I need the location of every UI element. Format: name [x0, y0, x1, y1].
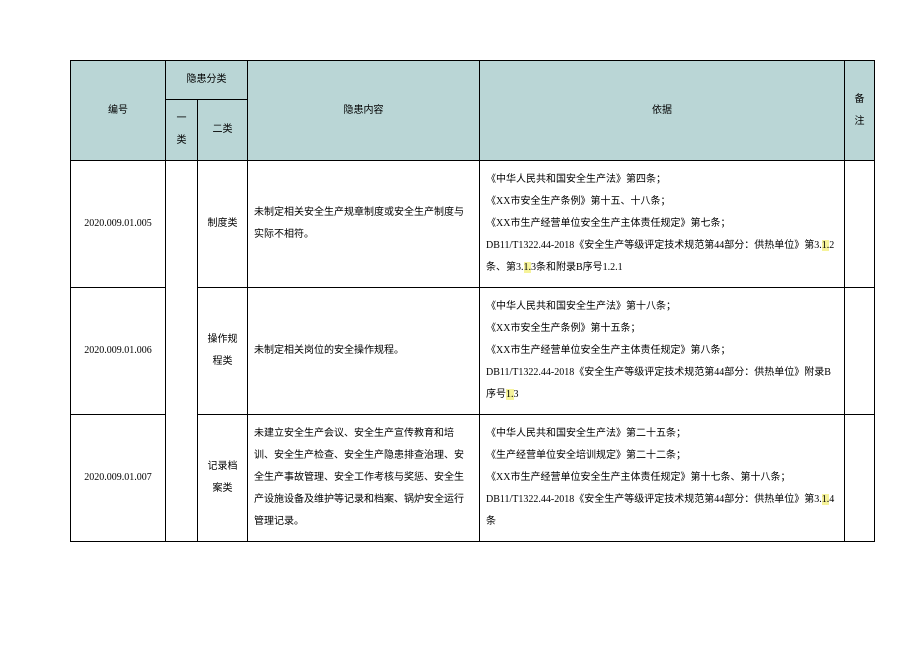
cell-cat2: 操作规程类	[198, 288, 248, 415]
cell-note	[845, 288, 875, 415]
cell-basis: 《中华人民共和国安全生产法》第十八条；《XX市安全生产条例》第十五条；《XX市生…	[480, 288, 845, 415]
th-cat1: 一类	[166, 100, 198, 161]
cell-basis: 《中华人民共和国安全生产法》第二十五条；《生产经营单位安全培训规定》第二十二条；…	[480, 415, 845, 542]
cell-cat1	[166, 161, 198, 542]
cell-basis: 《中华人民共和国安全生产法》第四条；《XX市安全生产条例》第十五、十八条；《XX…	[480, 161, 845, 288]
cell-content: 未制定相关安全生产规章制度或安全生产制度与实际不相符。	[248, 161, 480, 288]
hazard-table: 编号 隐患分类 隐患内容 依据 备注 一类 二类 2020.009.01.005…	[70, 60, 875, 542]
th-note: 备注	[845, 61, 875, 161]
th-cat2: 二类	[198, 100, 248, 161]
cell-note	[845, 161, 875, 288]
th-basis: 依据	[480, 61, 845, 161]
table-row: 2020.009.01.005 制度类 未制定相关安全生产规章制度或安全生产制度…	[71, 161, 875, 288]
th-id: 编号	[71, 61, 166, 161]
cell-content: 未建立安全生产会议、安全生产宣传教育和培训、安全生产检查、安全生产隐患排查治理、…	[248, 415, 480, 542]
th-content: 隐患内容	[248, 61, 480, 161]
cell-id: 2020.009.01.007	[71, 415, 166, 542]
cell-id: 2020.009.01.006	[71, 288, 166, 415]
cell-cat2: 记录档案类	[198, 415, 248, 542]
cell-id: 2020.009.01.005	[71, 161, 166, 288]
cell-cat2: 制度类	[198, 161, 248, 288]
th-cat-group: 隐患分类	[166, 61, 248, 100]
cell-note	[845, 415, 875, 542]
cell-content: 未制定相关岗位的安全操作规程。	[248, 288, 480, 415]
